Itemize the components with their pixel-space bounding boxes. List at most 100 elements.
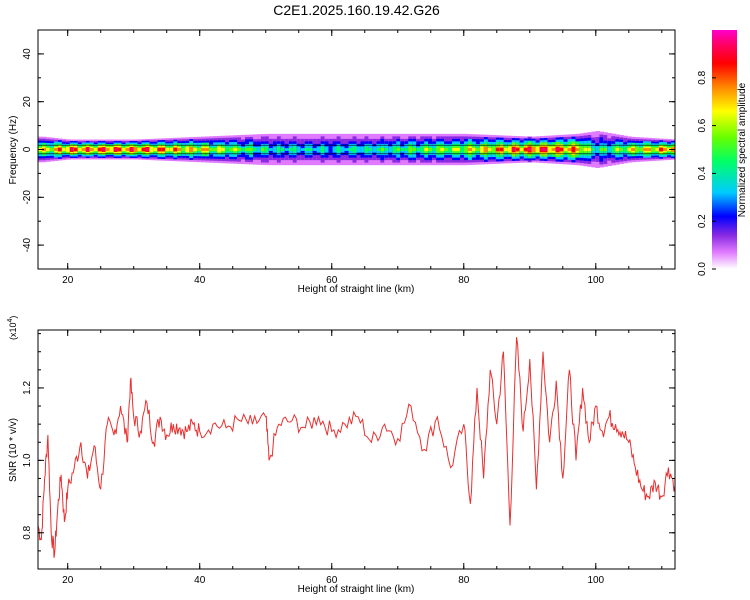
spectrogram-cell xyxy=(567,148,573,151)
spectrogram-cell xyxy=(647,148,652,151)
spectrogram-cell xyxy=(539,148,545,151)
spectrogram-cell xyxy=(245,148,250,151)
spectrogram-cell xyxy=(563,148,569,151)
spectrogram-cell xyxy=(288,148,294,151)
colorbar-ticks: 0.0 0.2 0.4 0.6 0.8 xyxy=(697,70,716,276)
spectrogram-cell xyxy=(65,148,71,151)
spectrogram-cell xyxy=(603,148,608,151)
snr-y-exponent: (x104) xyxy=(7,316,18,340)
spectrogram-cell xyxy=(157,148,163,151)
snr-y-axis: 0.8 1.0 1.2 xyxy=(22,333,675,570)
spectrogram-cell xyxy=(579,148,585,151)
spectrogram-cell xyxy=(85,148,91,151)
colorbar-tick-label: 0.6 xyxy=(697,118,708,132)
spectrogram-cell xyxy=(316,148,322,151)
colorbar: 0.0 0.2 0.4 0.6 0.8 Normalized spectral ampl… xyxy=(697,30,748,276)
snr-frame xyxy=(37,329,676,570)
spectrogram-cell xyxy=(356,148,362,151)
y-tick-label: -40 xyxy=(22,237,33,252)
spectrogram-cell xyxy=(57,148,63,151)
spectrogram-cell xyxy=(169,148,174,151)
spectrogram-cell xyxy=(364,148,370,151)
spectrogram-cell xyxy=(555,148,561,151)
spectrogram-cell xyxy=(659,148,664,151)
spectrogram-cell xyxy=(141,148,147,151)
spectrogram-cell xyxy=(471,148,477,151)
spectrogram-cell xyxy=(256,148,262,151)
snr-series-line xyxy=(38,337,675,558)
spectrogram-cell xyxy=(655,148,660,151)
colorbar-tick-label: 0.4 xyxy=(697,166,708,180)
spectrogram-cell xyxy=(97,148,103,151)
spectrogram-cell xyxy=(491,148,497,151)
spectrogram-cell xyxy=(264,148,270,151)
snr-y-label: SNR (10 * v/v) xyxy=(8,418,19,482)
spectrogram-cell xyxy=(460,148,465,151)
spectrogram-cell xyxy=(575,148,581,151)
spectrogram-cell xyxy=(344,148,350,151)
spectrogram-cell xyxy=(181,148,186,151)
spectrogram-cell xyxy=(237,148,242,151)
spectrogram-cell xyxy=(483,148,489,151)
spectrogram-cell xyxy=(340,148,346,151)
spectrogram-cell xyxy=(233,148,238,151)
spectrogram-cell xyxy=(487,148,493,151)
spectrogram-cell xyxy=(424,148,429,151)
y-tick-label: 1.2 xyxy=(22,381,33,395)
spectrogram-cell xyxy=(495,148,501,151)
spectrogram-cell xyxy=(125,148,131,151)
spectrogram-cell xyxy=(384,148,389,151)
spectrogram-cell xyxy=(328,148,334,151)
spectrogram-cell xyxy=(595,148,600,151)
spectrogram-cell xyxy=(535,148,541,151)
spectrogram-cell xyxy=(312,148,318,151)
spectrogram-cell xyxy=(663,148,668,151)
spectrogram-cell xyxy=(61,148,67,151)
colorbar-tick-label: 0.8 xyxy=(697,70,708,84)
spectrogram-cell xyxy=(296,148,302,151)
spectrogram-cell xyxy=(53,148,59,151)
spectrogram-cell xyxy=(45,148,51,151)
colorbar-tick-label: 0.0 xyxy=(697,262,708,276)
x-tick-label: 80 xyxy=(458,575,470,586)
spectrogram-cell xyxy=(241,148,246,151)
spectrogram-cell xyxy=(631,148,636,151)
colorbar-gradient xyxy=(712,30,737,269)
spectrogram-cell xyxy=(619,148,624,151)
spectrogram-cell xyxy=(452,148,457,151)
spectrogram-cell xyxy=(117,148,123,151)
spectrogram-cell xyxy=(396,148,401,151)
x-tick-label: 60 xyxy=(326,575,338,586)
spectrogram-cell xyxy=(372,148,378,151)
y-tick-label: -20 xyxy=(22,190,33,205)
spectrogram-cell xyxy=(177,148,182,151)
spectrogram-cell xyxy=(304,148,310,151)
spectrogram-cell xyxy=(77,148,83,151)
spectrogram-cell xyxy=(463,148,469,151)
spectrogram-cell xyxy=(543,148,549,151)
y-tick-label: 1.0 xyxy=(22,453,33,467)
spectrogram-cell xyxy=(217,148,222,151)
spectrogram-cell xyxy=(643,148,648,151)
spectrogram-cell xyxy=(105,148,111,151)
spectrogram-cell xyxy=(376,148,381,151)
spectrogram-y-axis: 40 20 0 -20 -40 xyxy=(22,29,675,270)
x-tick-label: 100 xyxy=(587,575,604,586)
spectrogram-cell xyxy=(436,148,441,151)
spectrogram-cell xyxy=(133,148,139,151)
spectrogram-cell xyxy=(149,148,155,151)
spectrogram-cell xyxy=(221,148,226,151)
x-tick-label: 100 xyxy=(587,275,604,286)
spectrogram-cell xyxy=(300,148,306,151)
spectrogram-cell xyxy=(651,148,656,151)
spectrogram-cell xyxy=(635,148,640,151)
spectrogram-cell xyxy=(225,148,230,151)
spectrogram-cell xyxy=(113,148,119,151)
spectrogram-cell xyxy=(41,148,47,151)
spectrogram-cell xyxy=(360,148,366,151)
spectrogram-cell xyxy=(475,148,481,151)
snr-x-axis: 20 40 60 80 100 xyxy=(62,330,663,586)
spectrogram-cell xyxy=(229,148,234,151)
spectrogram-cell xyxy=(292,148,298,151)
